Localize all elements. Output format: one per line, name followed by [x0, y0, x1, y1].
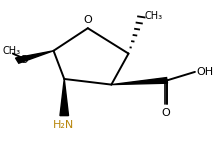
Polygon shape: [60, 79, 69, 116]
Polygon shape: [15, 51, 54, 63]
Text: OH: OH: [196, 67, 213, 77]
Text: O: O: [161, 108, 170, 118]
Text: H₂N: H₂N: [53, 120, 74, 130]
Text: CH₃: CH₃: [2, 46, 20, 56]
Text: O: O: [19, 55, 28, 65]
Polygon shape: [111, 78, 168, 85]
Text: CH₃: CH₃: [145, 11, 163, 20]
Text: O: O: [83, 15, 92, 25]
